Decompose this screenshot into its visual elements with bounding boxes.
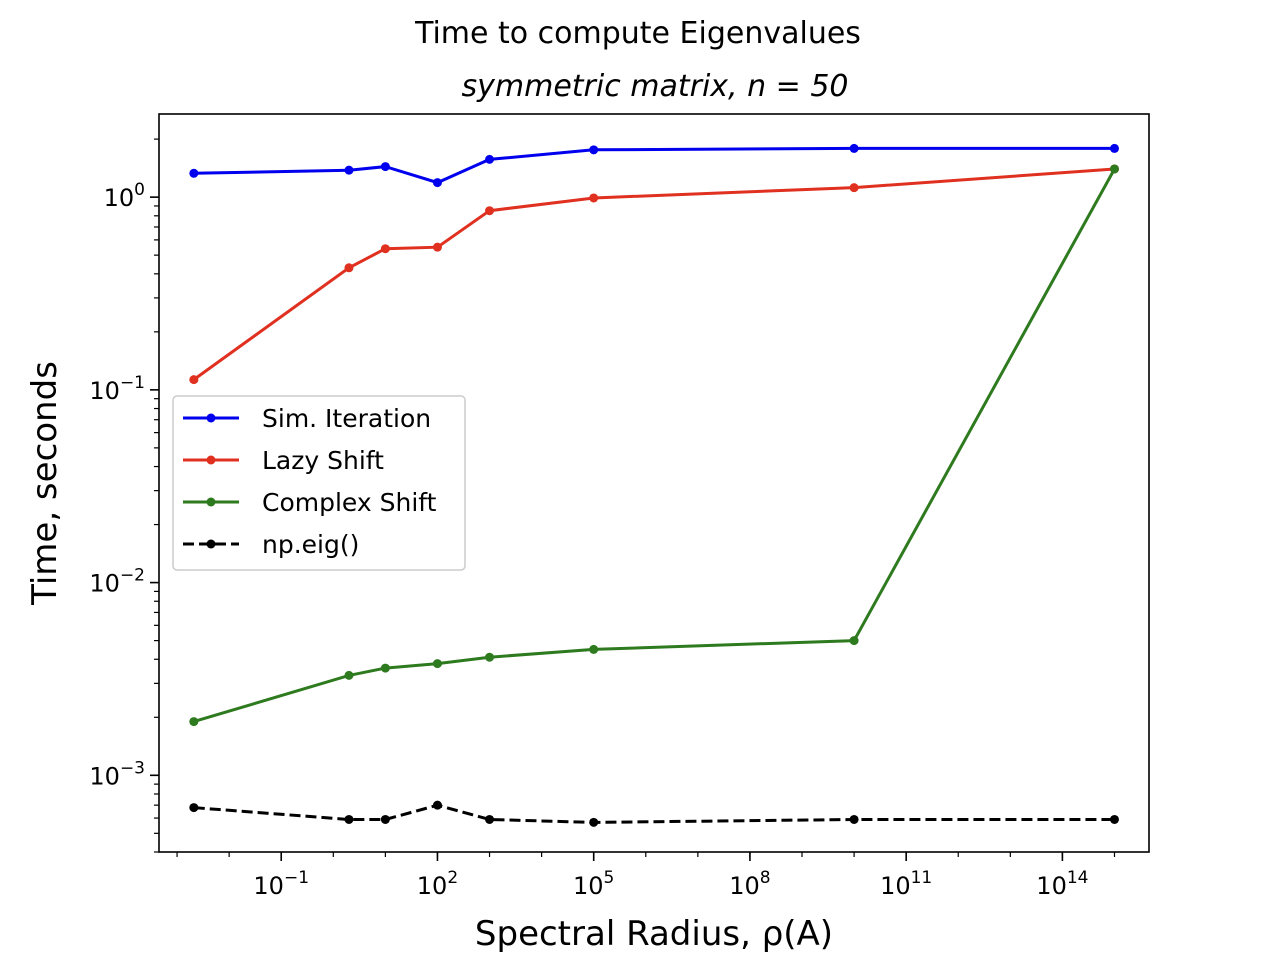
data-point — [344, 670, 354, 680]
data-point — [344, 263, 354, 273]
x-tick-label: 108 — [729, 868, 770, 900]
x-tick-label: 1011 — [880, 868, 932, 900]
y-axis-label: Time, seconds — [25, 361, 65, 606]
data-point — [849, 143, 859, 153]
data-point — [589, 145, 599, 155]
y-tick-label: 100 — [104, 180, 145, 212]
series-line — [192, 167, 1115, 381]
data-point — [1109, 814, 1119, 824]
data-point — [485, 652, 495, 662]
chart-subtitle: symmetric matrix, n = 50 — [461, 69, 848, 104]
y-axis-ticks: 100 10−1 10−2 10−3 — [89, 138, 159, 853]
data-point — [1109, 143, 1119, 153]
data-point — [849, 814, 859, 824]
legend-label: Complex Shift — [262, 488, 437, 517]
chart-subtitle-text: symmetric matrix, n = 50 — [461, 69, 848, 104]
series-line — [193, 168, 1116, 724]
x-tick-label: 1014 — [1036, 868, 1088, 900]
data-point — [849, 636, 859, 646]
legend: Sim. Iteration Lazy Shift Complex Shift np.… — [172, 395, 466, 571]
x-axis-ticks: 10−1 102 105 108 1011 1014 — [176, 852, 1116, 900]
legend-marker — [206, 539, 216, 549]
data-point — [589, 644, 599, 654]
data-point — [432, 178, 442, 188]
x-tick-label: 10−1 — [253, 868, 309, 900]
data-point — [432, 800, 442, 810]
data-point — [432, 659, 442, 669]
data-point — [189, 717, 199, 727]
legend-marker — [206, 413, 216, 423]
data-point — [485, 814, 495, 824]
data-point — [432, 242, 442, 252]
data-point — [380, 814, 390, 824]
x-axis-label: Spectral Radius, ρ(A) — [475, 914, 833, 954]
data-point — [380, 663, 390, 673]
legend-marker — [206, 497, 216, 507]
legend-label: Sim. Iteration — [262, 404, 431, 433]
data-point — [589, 817, 599, 827]
x-tick-label: 102 — [417, 868, 458, 900]
data-point — [189, 168, 199, 178]
y-tick-label: 10−3 — [89, 758, 145, 790]
y-tick-label: 10−2 — [89, 566, 145, 598]
data-point — [189, 375, 199, 385]
data-point — [485, 206, 495, 216]
x-tick-label: 105 — [573, 868, 614, 900]
data-point — [189, 803, 199, 813]
data-point — [485, 154, 495, 164]
data-point — [1109, 164, 1119, 174]
data-point — [849, 183, 859, 193]
legend-label: np.eig() — [262, 530, 359, 559]
series-line — [193, 146, 1115, 185]
data-point — [589, 193, 599, 203]
series-line — [193, 803, 1115, 824]
legend-box — [172, 395, 466, 571]
data-point — [344, 814, 354, 824]
legend-marker — [206, 455, 216, 465]
data-point — [380, 244, 390, 254]
y-tick-label: 10−1 — [89, 373, 145, 405]
legend-label: Lazy Shift — [262, 446, 384, 475]
data-point — [380, 162, 390, 172]
series-layer — [189, 143, 1119, 827]
chart-title: Time to compute Eigenvalues — [414, 16, 861, 51]
data-point — [344, 165, 354, 175]
